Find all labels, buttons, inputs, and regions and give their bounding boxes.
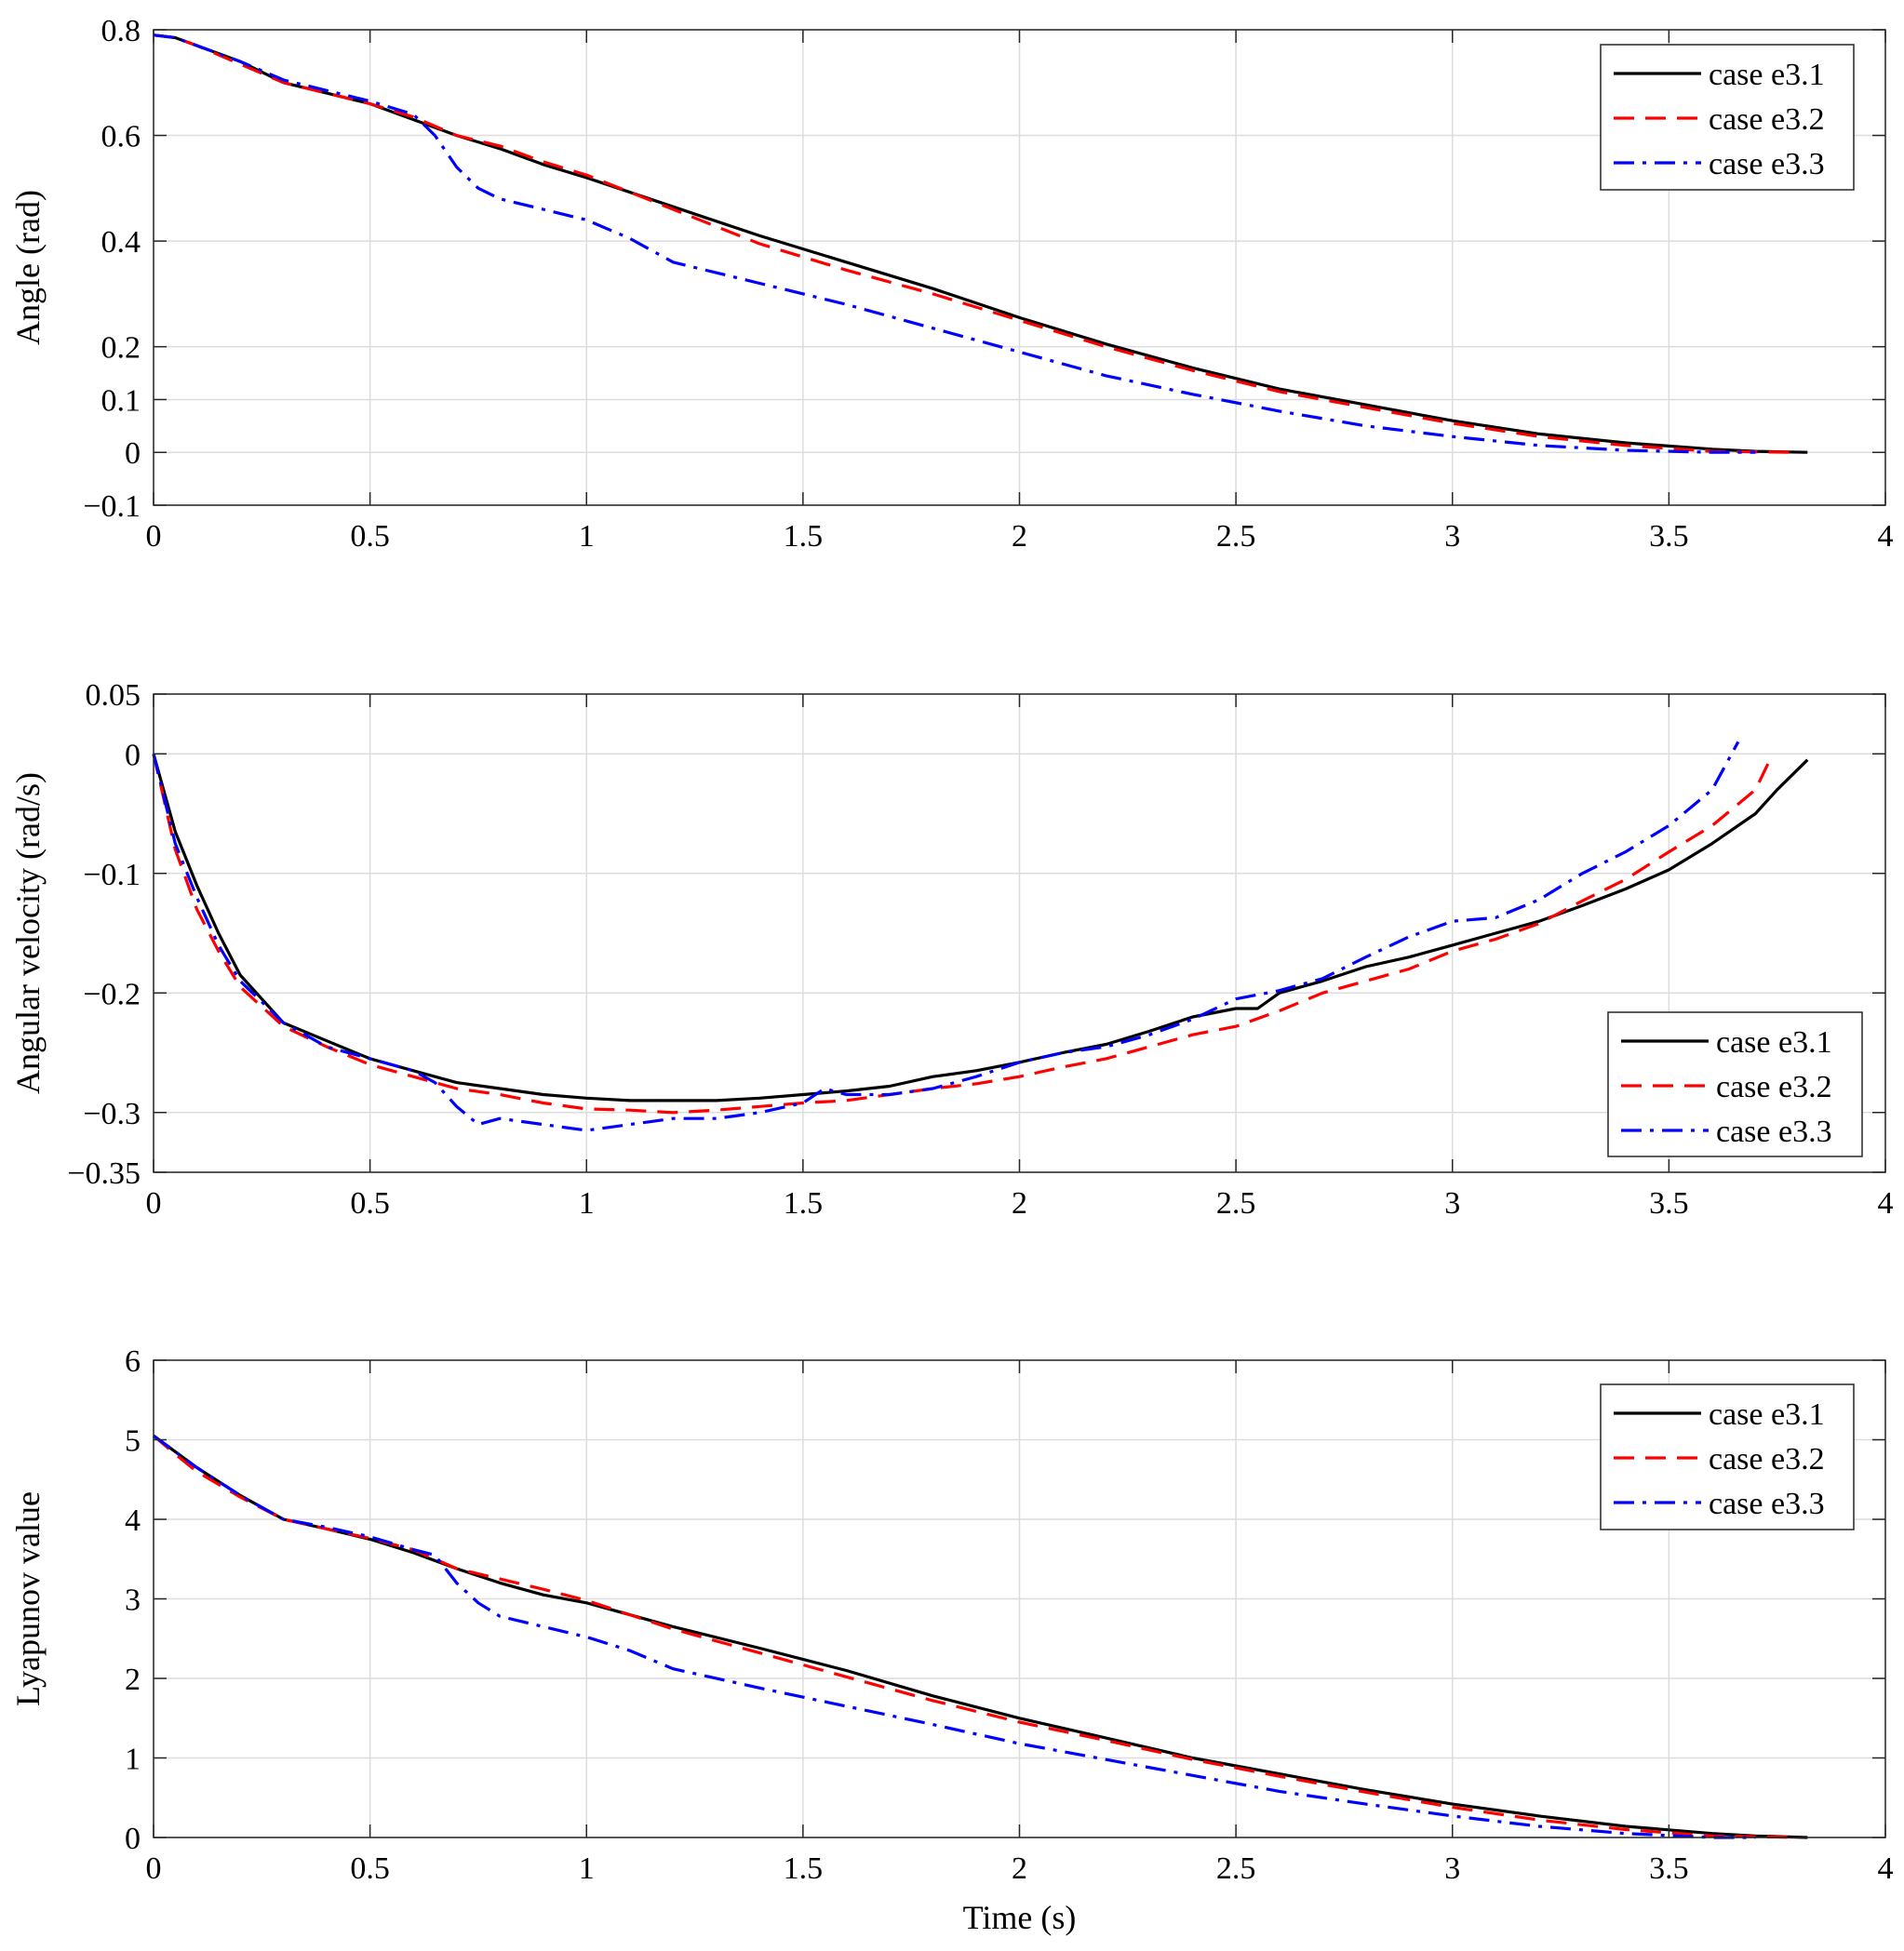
legend-entry-label: case e3.3: [1709, 147, 1825, 181]
x-tick-label: 0: [146, 1851, 162, 1886]
x-tick-label: 1.5: [784, 1851, 824, 1886]
series-line-case-e3-2: [152, 753, 1775, 1115]
x-tick-label: 4: [1878, 1851, 1894, 1886]
x-tick-label: 1.5: [784, 519, 824, 554]
y-tick-label: 3: [125, 1584, 141, 1618]
x-tick-label: 0.5: [350, 519, 390, 554]
x-tick-label: 2.5: [1216, 519, 1256, 554]
legend-entry-label: case e3.1: [1716, 1025, 1832, 1060]
x-tick-label: 2.5: [1216, 1851, 1256, 1886]
chart-panel-1: 0 0.5 1 1.5 2 2.5 3 3.5 4−0.100.10.20.40.60.8Ang…: [9, 14, 1894, 554]
y-tick-label: 0.6: [101, 120, 141, 154]
x-tick-label: 3.5: [1649, 519, 1689, 554]
x-tick-label: 1: [579, 519, 595, 554]
y-tick-label: 1: [125, 1743, 141, 1777]
y-tick-label: 6: [125, 1344, 141, 1379]
y-tick-label: −0.3: [83, 1097, 141, 1131]
series-line-case-e3-3: [153, 1434, 1756, 1839]
y-axis-label: Angle (rad): [9, 190, 47, 345]
x-tick-label: 0: [146, 1186, 162, 1221]
y-axis-label: Lyapunov value: [9, 1491, 47, 1706]
x-axis-label: Time (s): [963, 1899, 1077, 1936]
series-line-case-e3-3: [153, 33, 1756, 454]
x-tick-label: 3: [1444, 1186, 1460, 1221]
x-tick-label: 1: [579, 1186, 595, 1221]
y-tick-label: 0: [125, 1822, 141, 1856]
x-tick-label: 4: [1878, 1186, 1894, 1221]
y-tick-label: 2: [125, 1663, 141, 1697]
y-tick-label: 0: [125, 436, 141, 471]
x-tick-label: 0: [146, 519, 162, 554]
legend-entry-label: case e3.1: [1709, 58, 1825, 92]
x-tick-label: 1.5: [784, 1186, 824, 1221]
legend-box: [1607, 1011, 1863, 1157]
legend: case e3.1 case e3.2 case e3.3: [1607, 1011, 1863, 1157]
y-tick-label: 0: [125, 738, 141, 772]
series-line-case-e3-2: [153, 33, 1799, 454]
legend-entry-label: case e3.2: [1709, 1442, 1825, 1477]
legend-entry-label: case e3.3: [1716, 1115, 1832, 1149]
legend-entry-label: case e3.3: [1709, 1487, 1825, 1521]
legend-entry-label: case e3.2: [1716, 1070, 1832, 1104]
legend-box: [1600, 44, 1855, 191]
chart-panel-3: 0 0.5 1 1.5 2 2.5 3 3.5 4 0 1 2 3 4 5 6 Lyapunov value Ti…: [9, 1344, 1894, 1936]
y-tick-label: 0.4: [101, 225, 141, 260]
y-tick-label: 0.8: [101, 14, 141, 48]
x-tick-label: 2: [1012, 1186, 1027, 1221]
x-tick-label: 0.5: [350, 1186, 390, 1221]
y-tick-label: 0.2: [101, 331, 141, 366]
series-line-case-e3-3: [152, 741, 1740, 1132]
x-tick-label: 3: [1444, 1851, 1460, 1886]
x-tick-label: 4: [1878, 519, 1894, 554]
legend: case e3.1 case e3.2 case e3.3: [1600, 44, 1855, 191]
x-tick-label: 1: [579, 1851, 595, 1886]
legend-box: [1600, 1383, 1855, 1530]
y-tick-label: −0.1: [83, 858, 141, 892]
x-tick-label: 2.5: [1216, 1186, 1256, 1221]
x-tick-label: 3.5: [1649, 1186, 1689, 1221]
legend-entry-label: case e3.1: [1709, 1397, 1825, 1432]
y-axis-label: Angular velocity (rad/s): [9, 772, 47, 1094]
x-tick-label: 2: [1012, 519, 1027, 554]
series-line-case-e3-1: [153, 33, 1808, 454]
y-tick-label: −0.2: [83, 977, 141, 1011]
x-tick-label: 3.5: [1649, 1851, 1689, 1886]
x-tick-label: 3: [1444, 519, 1460, 554]
y-tick-label: 5: [125, 1424, 141, 1459]
x-tick-label: 2: [1012, 1851, 1027, 1886]
y-tick-label: 4: [125, 1503, 141, 1538]
y-tick-label: 0.05: [86, 678, 141, 713]
legend: case e3.1 case e3.2 case e3.3: [1600, 1383, 1855, 1530]
y-tick-label: 0.1: [101, 383, 141, 418]
y-tick-label: −0.1: [83, 489, 141, 524]
legend-entry-label: case e3.2: [1709, 102, 1825, 137]
y-tick-label: −0.35: [67, 1156, 141, 1191]
chart-panel-2: 0 0.5 1 1.5 2 2.5 3 3.5 4 −0.35 −0.3 −0.2 −0.1 0 0.05 A…: [9, 678, 1894, 1221]
x-tick-label: 0.5: [350, 1851, 390, 1886]
